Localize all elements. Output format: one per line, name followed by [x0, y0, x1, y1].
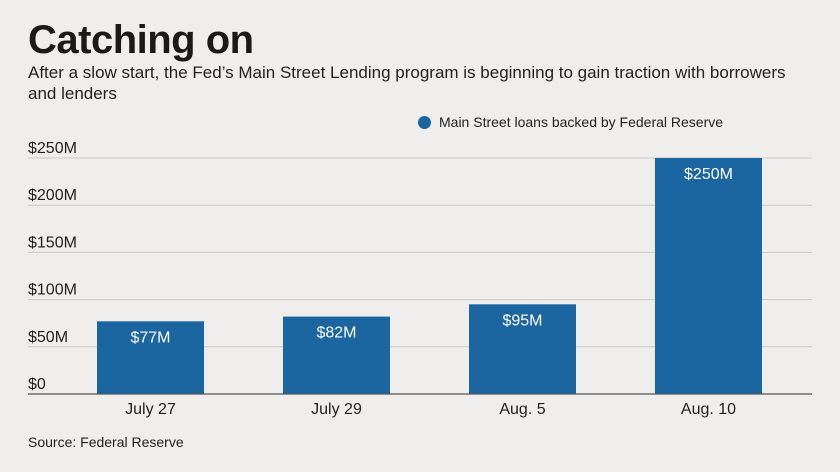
x-tick-label: July 29 — [311, 401, 362, 418]
legend-label: Main Street loans backed by Federal Rese… — [439, 114, 724, 130]
legend-swatch — [418, 115, 431, 129]
data-label: $77M — [130, 329, 170, 346]
bar — [655, 158, 762, 394]
bar — [97, 321, 204, 394]
x-tick-label: Aug. 10 — [681, 401, 736, 418]
y-tick-label: $0 — [28, 376, 46, 393]
data-label: $250M — [684, 166, 733, 183]
x-tick-label: Aug. 5 — [499, 401, 545, 418]
y-tick-label: $50M — [28, 329, 68, 346]
legend: Main Street loans backed by Federal Rese… — [418, 114, 723, 130]
data-label: $95M — [502, 312, 542, 329]
source-note: Source: Federal Reserve — [28, 434, 184, 450]
y-tick-label: $100M — [28, 282, 77, 299]
y-tick-label: $250M — [28, 140, 77, 157]
bar — [469, 304, 576, 394]
y-tick-label: $150M — [28, 234, 77, 251]
chart-title: Catching on — [28, 18, 254, 62]
x-tick-label: July 27 — [125, 401, 176, 418]
bar — [283, 316, 390, 394]
data-label: $82M — [316, 325, 356, 342]
chart-subtitle: After a slow start, the Fed’s Main Stree… — [28, 63, 786, 103]
y-tick-label: $200M — [28, 187, 77, 204]
